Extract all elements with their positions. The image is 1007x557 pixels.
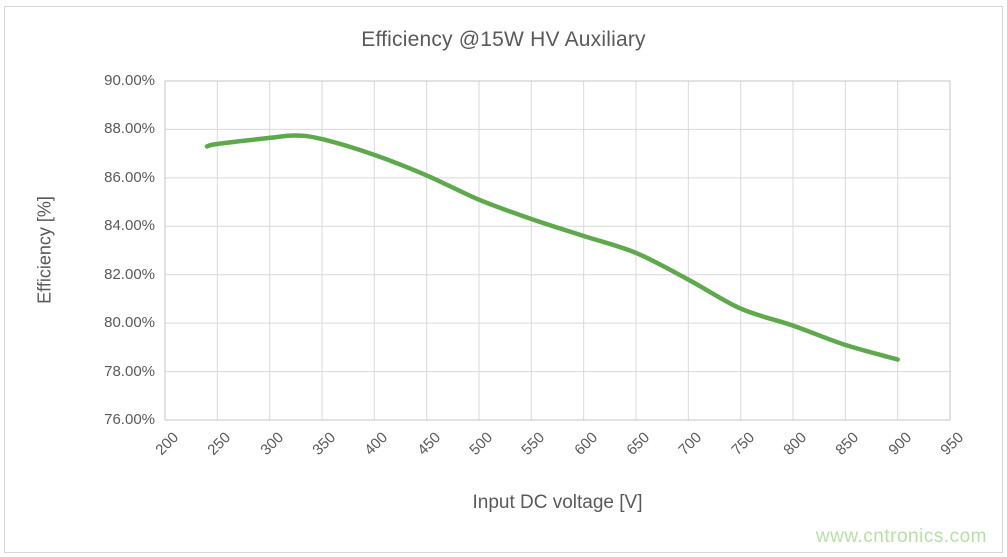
y-tick-label: 88.00% (104, 120, 155, 138)
y-tick-label: 80.00% (104, 314, 155, 332)
efficiency-curve (204, 133, 900, 362)
y-tick-label: 86.00% (104, 168, 155, 186)
y-tick-label: 90.00% (104, 72, 155, 89)
y-tick-label: 84.00% (104, 217, 155, 235)
watermark: www.cntronics.com (815, 526, 987, 547)
y-tick-label: 78.00% (104, 362, 155, 380)
chart-title: Efficiency @15W HV Auxiliary (361, 28, 646, 51)
y-tick-label: 76.00% (104, 411, 155, 428)
plot-border (164, 80, 951, 421)
y-tick-label: 82.00% (104, 265, 155, 283)
x-axis-title: Input DC voltage [V] (472, 492, 643, 513)
